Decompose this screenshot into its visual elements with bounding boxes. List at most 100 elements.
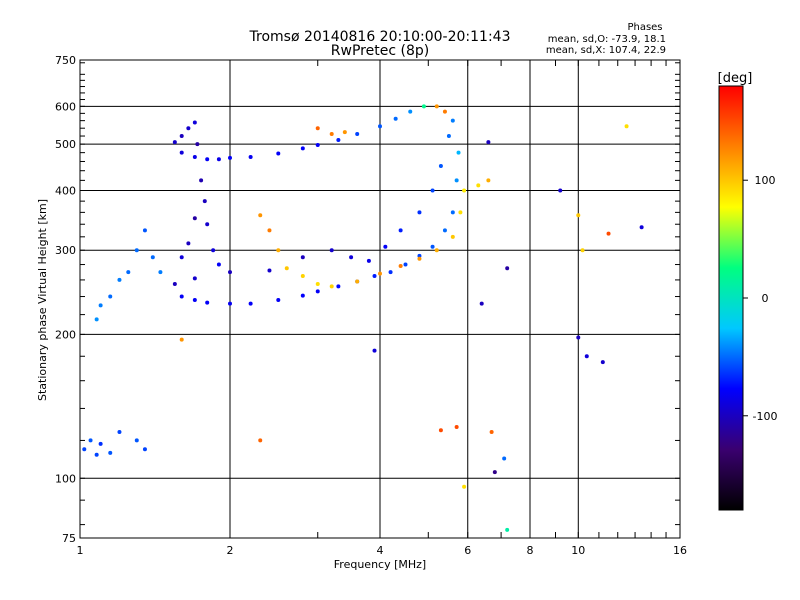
data-point — [108, 294, 113, 299]
data-point — [329, 248, 334, 253]
y-tick-label: 200 — [55, 328, 76, 341]
data-point — [192, 216, 197, 221]
data-point — [179, 255, 184, 260]
data-point — [134, 248, 139, 253]
data-point — [228, 270, 232, 275]
data-point — [446, 134, 451, 139]
data-point — [372, 348, 377, 353]
data-point — [192, 120, 197, 125]
data-point — [192, 298, 197, 303]
data-point — [300, 293, 305, 298]
data-point — [378, 271, 382, 276]
x-tick-label: 16 — [673, 544, 687, 557]
data-point — [450, 118, 455, 123]
y-tick-label: 100 — [55, 472, 76, 485]
data-point — [372, 273, 377, 278]
data-point — [349, 255, 354, 260]
colorbar-tick-label: 100 — [755, 174, 776, 187]
data-point — [248, 155, 253, 160]
y-tick-label: 400 — [55, 184, 76, 197]
data-point — [179, 134, 184, 139]
data-point — [417, 256, 422, 261]
data-point — [315, 126, 320, 131]
data-point — [179, 294, 184, 299]
data-point — [108, 450, 113, 455]
data-point — [492, 470, 497, 475]
data-point — [199, 178, 204, 183]
x-tick-label: 4 — [377, 544, 384, 557]
data-point — [300, 146, 305, 151]
x-tick-label: 6 — [464, 544, 471, 557]
data-point — [267, 268, 272, 273]
data-point — [186, 241, 191, 246]
data-point — [505, 527, 510, 532]
phases-annotation-title: Phases — [627, 22, 662, 33]
data-point — [192, 155, 197, 160]
data-point — [216, 262, 221, 267]
data-point — [624, 124, 629, 129]
data-point — [408, 109, 413, 114]
data-point — [417, 253, 422, 258]
data-point — [576, 335, 581, 340]
data-point — [117, 277, 122, 282]
phases-annotation-x-stats: mean, sd,X: 107.4, 22.9 — [546, 45, 666, 56]
data-point — [205, 222, 210, 227]
data-point — [195, 142, 200, 147]
data-point — [179, 150, 184, 155]
data-point — [258, 213, 263, 218]
data-point — [417, 210, 422, 215]
data-point — [489, 429, 494, 434]
data-point — [502, 456, 507, 461]
data-point — [383, 244, 388, 249]
data-point — [276, 298, 281, 303]
y-tick-label: 300 — [55, 244, 76, 257]
grid-lines — [80, 60, 680, 538]
data-point — [172, 281, 177, 286]
data-point — [315, 281, 320, 286]
x-tick-label: 8 — [527, 544, 534, 557]
data-point — [142, 228, 147, 233]
data-point — [430, 188, 435, 193]
data-point — [134, 438, 139, 443]
data-point — [398, 264, 403, 269]
y-tick-label: 600 — [55, 100, 76, 113]
data-point — [342, 130, 347, 135]
data-point — [150, 255, 155, 260]
data-point — [88, 438, 93, 443]
data-point — [192, 276, 197, 281]
data-point — [216, 157, 221, 162]
data-point — [315, 143, 320, 148]
data-point — [393, 116, 398, 121]
data-point — [276, 151, 281, 156]
axes: 1 2 4 6 8 10 16 75 100 200 300 400 500 600 750 — [55, 54, 687, 557]
data-point — [158, 270, 163, 275]
data-point — [430, 244, 435, 249]
data-point — [434, 104, 439, 109]
y-tick-label: 750 — [55, 54, 76, 67]
x-axis-label: Frequency [MHz] — [334, 558, 426, 571]
data-point — [505, 266, 510, 271]
data-point — [355, 279, 360, 284]
data-point — [205, 157, 210, 162]
data-point — [186, 126, 191, 131]
data-point — [117, 429, 122, 434]
data-point — [462, 484, 467, 489]
data-point — [211, 248, 216, 253]
data-point — [315, 289, 320, 294]
data-point — [639, 225, 644, 230]
data-point — [450, 234, 455, 239]
data-points — [82, 104, 644, 532]
data-point — [300, 255, 305, 260]
data-point — [600, 360, 605, 365]
colorbar-tick-label: 0 — [762, 292, 769, 305]
colorbar-tick-label: -100 — [753, 410, 778, 423]
y-tick-label: 75 — [62, 532, 76, 545]
x-tick-label: 2 — [227, 544, 234, 557]
colorbar — [718, 85, 744, 511]
data-point — [355, 132, 360, 137]
data-point — [454, 425, 459, 430]
data-point — [366, 258, 371, 263]
data-point — [94, 452, 99, 457]
plot-frame — [79, 59, 681, 539]
